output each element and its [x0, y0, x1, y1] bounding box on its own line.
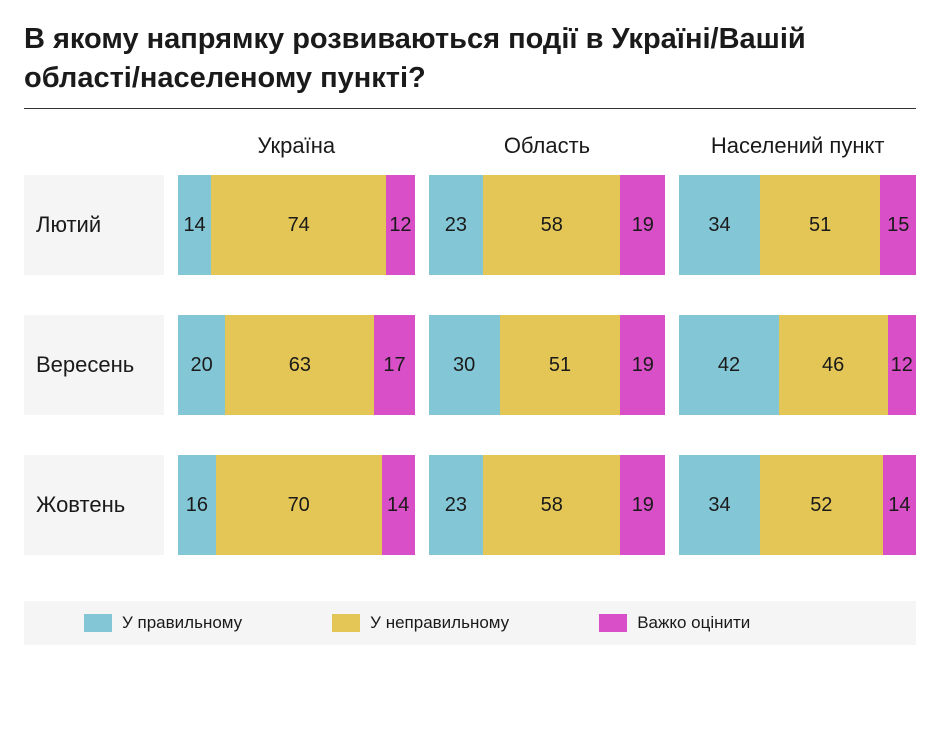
bar-segment-1-2-2: 12: [888, 315, 916, 415]
bar-cell-1-0: 206317: [178, 315, 415, 415]
legend-label-0: У правильному: [122, 613, 242, 633]
row-label-0: Лютий: [24, 175, 164, 275]
bar-segment-1-0-2: 17: [374, 315, 414, 415]
chart-title: В якому напрямку розвиваються події в Ук…: [24, 20, 916, 98]
chart-row-1: Вересень206317305119424612: [24, 315, 916, 415]
bar-segment-0-1-1: 58: [483, 175, 620, 275]
bar-segment-2-1-2: 19: [620, 455, 665, 555]
legend-swatch-0: [84, 614, 112, 632]
bar-segment-0-2-2: 15: [880, 175, 916, 275]
bar-segment-2-0-2: 14: [382, 455, 415, 555]
stacked-bar-1-2: 424612: [679, 315, 916, 415]
bar-segment-0-0-2: 12: [386, 175, 414, 275]
legend-label-1: У неправильному: [370, 613, 509, 633]
bar-cell-0-2: 345115: [679, 175, 916, 275]
bar-segment-0-0-1: 74: [211, 175, 386, 275]
bar-segment-2-2-2: 14: [883, 455, 916, 555]
row-spacer-1: [24, 415, 916, 455]
bar-segment-2-2-0: 34: [679, 455, 759, 555]
bar-segment-2-0-0: 16: [178, 455, 216, 555]
stacked-bar-2-0: 167014: [178, 455, 415, 555]
row-spacer-0: [24, 275, 916, 315]
stacked-bar-1-0: 206317: [178, 315, 415, 415]
bar-segment-0-2-1: 51: [760, 175, 881, 275]
bar-segment-2-2-1: 52: [760, 455, 883, 555]
bar-segment-0-0-0: 14: [178, 175, 211, 275]
legend: У правильному У неправильному Важко оцін…: [24, 601, 916, 645]
col-header-2: Населений пункт: [679, 133, 916, 175]
row-label-1: Вересень: [24, 315, 164, 415]
legend-item-0: У правильному: [84, 613, 242, 633]
bar-segment-2-1-0: 23: [429, 455, 483, 555]
title-divider: [24, 108, 916, 109]
chart-grid: Україна Область Населений пункт: [24, 133, 916, 175]
bar-segment-1-0-1: 63: [225, 315, 374, 415]
stacked-bar-2-2: 345214: [679, 455, 916, 555]
bar-cell-2-2: 345214: [679, 455, 916, 555]
bar-cell-1-1: 305119: [429, 315, 666, 415]
col-header-0: Україна: [178, 133, 415, 175]
rows-container: Лютий147412235819345115Вересень206317305…: [24, 175, 916, 555]
row-label-2: Жовтень: [24, 455, 164, 555]
legend-swatch-2: [599, 614, 627, 632]
bar-cell-0-1: 235819: [429, 175, 666, 275]
bar-segment-1-1-0: 30: [429, 315, 500, 415]
bar-segment-0-2-0: 34: [679, 175, 759, 275]
legend-label-2: Важко оцінити: [637, 613, 750, 633]
legend-item-2: Важко оцінити: [599, 613, 750, 633]
bar-segment-2-1-1: 58: [483, 455, 620, 555]
chart-row-0: Лютий147412235819345115: [24, 175, 916, 275]
bar-segment-2-0-1: 70: [216, 455, 382, 555]
col-header-1: Область: [429, 133, 666, 175]
legend-item-1: У неправильному: [332, 613, 509, 633]
stacked-bar-1-1: 305119: [429, 315, 666, 415]
bar-segment-1-1-1: 51: [500, 315, 621, 415]
bar-segment-1-0-0: 20: [178, 315, 225, 415]
bar-cell-2-1: 235819: [429, 455, 666, 555]
bar-cell-0-0: 147412: [178, 175, 415, 275]
stacked-bar-2-1: 235819: [429, 455, 666, 555]
bar-segment-1-2-0: 42: [679, 315, 778, 415]
bar-segment-1-1-2: 19: [620, 315, 665, 415]
bar-segment-0-1-0: 23: [429, 175, 483, 275]
stacked-bar-0-1: 235819: [429, 175, 666, 275]
legend-swatch-1: [332, 614, 360, 632]
bar-cell-1-2: 424612: [679, 315, 916, 415]
bar-segment-0-1-2: 19: [620, 175, 665, 275]
stacked-bar-0-0: 147412: [178, 175, 415, 275]
bar-segment-1-2-1: 46: [779, 315, 888, 415]
chart-row-2: Жовтень167014235819345214: [24, 455, 916, 555]
stacked-bar-0-2: 345115: [679, 175, 916, 275]
bar-cell-2-0: 167014: [178, 455, 415, 555]
